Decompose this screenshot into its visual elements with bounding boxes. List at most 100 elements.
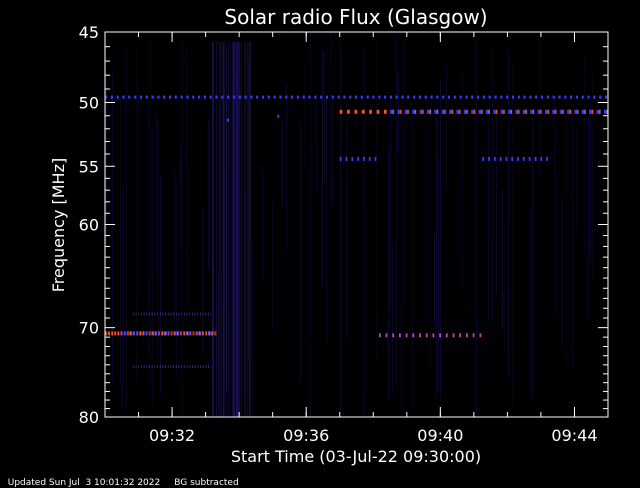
noise-streak	[346, 109, 347, 339]
feature-band	[208, 331, 209, 335]
feature-band	[173, 331, 174, 335]
y-tick-label: 50	[79, 94, 99, 113]
feature-dotted-line	[187, 313, 188, 316]
feature-dotted-line	[547, 96, 549, 99]
feature-band	[108, 331, 110, 335]
feature-dashes	[427, 110, 430, 114]
feature-dotted-line	[419, 96, 421, 99]
noise-streak	[530, 212, 531, 389]
feature-dotted-line	[570, 96, 572, 99]
feature-dashes	[347, 110, 350, 114]
feature-dashes	[473, 333, 475, 337]
noise-streak	[156, 112, 157, 276]
feature-dotted-line	[250, 96, 252, 99]
feature-band	[132, 331, 133, 335]
feature-dotted-line	[605, 96, 607, 99]
feature-dashes	[515, 110, 518, 114]
feature-dashes	[377, 110, 380, 114]
noise-streak	[306, 147, 307, 410]
feature-band	[111, 331, 113, 335]
noise-streak	[540, 38, 541, 175]
noise-streak	[316, 99, 317, 195]
feature-band	[186, 331, 187, 335]
noise-streak	[252, 241, 253, 414]
feature-dotted-line	[524, 96, 526, 99]
noise-streak	[508, 50, 509, 378]
noise-streak	[200, 50, 201, 203]
noise-streak	[310, 33, 311, 416]
feature-dotted-line	[176, 365, 177, 368]
noise-streak	[249, 42, 250, 417]
feature-dotted-line	[152, 313, 153, 316]
feature-dotted-line	[152, 365, 153, 368]
noise-streak	[138, 84, 139, 293]
feature-dashes	[466, 333, 468, 337]
feature-dotted-line	[173, 313, 174, 316]
feature-dotted-line	[173, 365, 174, 368]
feature-dotted-line	[227, 96, 229, 99]
noise-streak	[584, 55, 585, 255]
feature-dashes	[375, 157, 377, 161]
feature-dashes	[535, 157, 537, 161]
noise-streak	[150, 34, 151, 391]
feature-dotted-line	[197, 365, 198, 368]
feature-dashes	[384, 110, 387, 114]
feature-dotted-line	[576, 96, 578, 99]
feature-dashes	[523, 157, 525, 161]
feature-dotted-line	[326, 96, 328, 99]
feature-dotted-line	[146, 313, 147, 316]
feature-dotted-line	[268, 96, 270, 99]
feature-dotted-line	[291, 96, 293, 99]
noise-streak	[588, 116, 589, 317]
feature-dotted-line	[208, 365, 209, 368]
feature-dotted-line	[138, 365, 139, 368]
feature-dashes	[493, 110, 496, 114]
feature-dashes	[412, 333, 414, 337]
feature-dotted-line	[138, 313, 139, 316]
feature-dotted-line	[512, 96, 514, 99]
feature-dotted-line	[205, 313, 206, 316]
feature-band	[122, 331, 123, 335]
noise-streak	[282, 122, 283, 207]
feature-dotted-line	[171, 313, 172, 316]
feature-band	[186, 331, 188, 335]
noise-streak	[126, 48, 127, 409]
feature-dotted-line	[200, 365, 201, 368]
feature-dotted-line	[471, 96, 473, 99]
feature-dotted-line	[163, 313, 164, 316]
feature-dashes	[546, 157, 548, 161]
feature-band	[181, 331, 182, 335]
noise-streak	[366, 211, 367, 394]
noise-streak	[512, 64, 513, 413]
feature-dashes	[453, 333, 455, 337]
noise-streak	[272, 202, 273, 330]
noise-streak	[486, 86, 487, 387]
noise-streak	[532, 118, 533, 398]
noise-streak	[230, 35, 231, 395]
noise-streak	[332, 98, 333, 203]
noise-streak	[402, 43, 403, 412]
noise-streak	[446, 65, 447, 190]
noise-streak	[226, 42, 227, 417]
feature-dotted-line	[210, 96, 212, 99]
noise-streak	[434, 234, 435, 327]
feature-band	[205, 331, 206, 335]
feature-band	[191, 331, 192, 335]
y-tick-label: 80	[79, 408, 99, 427]
feature-band	[114, 331, 116, 335]
feature-dotted-line	[184, 365, 185, 368]
feature-dotted-line	[141, 313, 142, 316]
noise-streak	[494, 76, 495, 410]
feature-dotted-line	[203, 365, 204, 368]
feature-dotted-line	[157, 313, 158, 316]
feature-dashes	[459, 333, 461, 337]
noise-streak	[236, 42, 237, 417]
noise-streak	[330, 33, 331, 207]
feature-dotted-line	[146, 96, 148, 99]
feature-dashes	[488, 157, 490, 161]
noise-streak	[290, 90, 291, 405]
feature-dashes	[399, 333, 401, 337]
feature-dashes	[434, 110, 437, 114]
feature-dotted-line	[163, 96, 165, 99]
